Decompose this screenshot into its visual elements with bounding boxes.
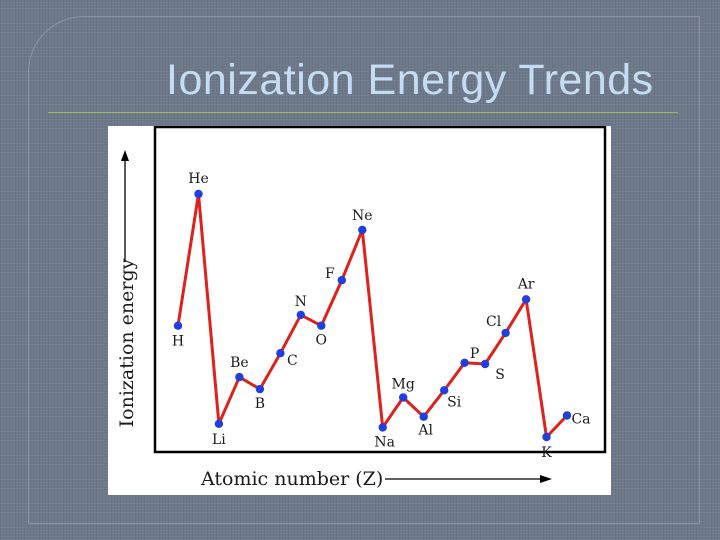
data-point-ca bbox=[562, 411, 572, 420]
data-label-al: Al bbox=[417, 423, 433, 439]
data-point-b bbox=[255, 384, 265, 394]
data-label-he: He bbox=[188, 171, 209, 187]
data-label-n: N bbox=[295, 294, 307, 310]
element-labels: H He Li Be B C N O F Ne Na Mg Al Si PS Cl Ar K Ca bbox=[172, 171, 591, 461]
data-point-h bbox=[173, 321, 183, 330]
title-divider bbox=[48, 112, 678, 113]
x-axis-label: Atomic number (Z) bbox=[200, 468, 383, 490]
data-point-be bbox=[235, 372, 244, 382]
data-point-ne bbox=[358, 225, 367, 235]
data-points bbox=[173, 189, 572, 442]
data-point-si bbox=[440, 386, 449, 395]
data-label-na: Na bbox=[374, 434, 395, 450]
data-point-mg bbox=[399, 393, 408, 402]
slide-frame bbox=[28, 16, 700, 524]
data-point-na bbox=[378, 423, 387, 432]
data-label-ne: Ne bbox=[352, 208, 373, 224]
data-point-s bbox=[480, 359, 490, 369]
data-label-be: Be bbox=[230, 355, 249, 371]
data-label-mg: Mg bbox=[392, 377, 415, 393]
data-label-h: H bbox=[172, 334, 184, 350]
data-point-he bbox=[194, 189, 203, 199]
data-label-c: C bbox=[287, 353, 298, 369]
data-label-cl: Cl bbox=[486, 314, 502, 330]
y-axis-label: Ionization energy bbox=[116, 258, 138, 427]
data-point-c bbox=[276, 349, 285, 358]
data-label-b: B bbox=[255, 396, 265, 412]
data-label-li: Li bbox=[212, 432, 226, 448]
data-label-ca: Ca bbox=[571, 412, 590, 428]
data-point-li bbox=[214, 419, 224, 428]
data-label-f: F bbox=[325, 266, 335, 282]
series-line bbox=[176, 192, 569, 439]
data-point-p bbox=[460, 358, 469, 367]
plot-frame bbox=[153, 126, 607, 454]
x-axis-arrowhead bbox=[540, 475, 552, 483]
data-label-k: K bbox=[541, 445, 552, 461]
data-point-n bbox=[296, 310, 305, 320]
data-label-si: Si bbox=[447, 394, 462, 410]
slide-title: Ionization Energy Trends bbox=[166, 56, 654, 104]
data-label-p: P bbox=[470, 346, 479, 362]
data-label-ar: Ar bbox=[517, 276, 535, 292]
y-axis-arrowhead bbox=[121, 150, 129, 161]
data-point-al bbox=[419, 412, 428, 421]
data-point-k bbox=[542, 432, 551, 442]
data-point-cl bbox=[501, 328, 510, 338]
ionization-energy-chart: Ionization energy Atomic number (Z) H He L… bbox=[116, 126, 607, 490]
data-label-o: O bbox=[316, 333, 327, 349]
data-point-ar bbox=[521, 295, 531, 304]
data-label-s: S bbox=[495, 367, 505, 383]
data-point-f bbox=[337, 276, 346, 285]
chart-figure: Ionization energy Atomic number (Z) H He L… bbox=[108, 126, 611, 495]
data-point-o bbox=[317, 321, 326, 330]
